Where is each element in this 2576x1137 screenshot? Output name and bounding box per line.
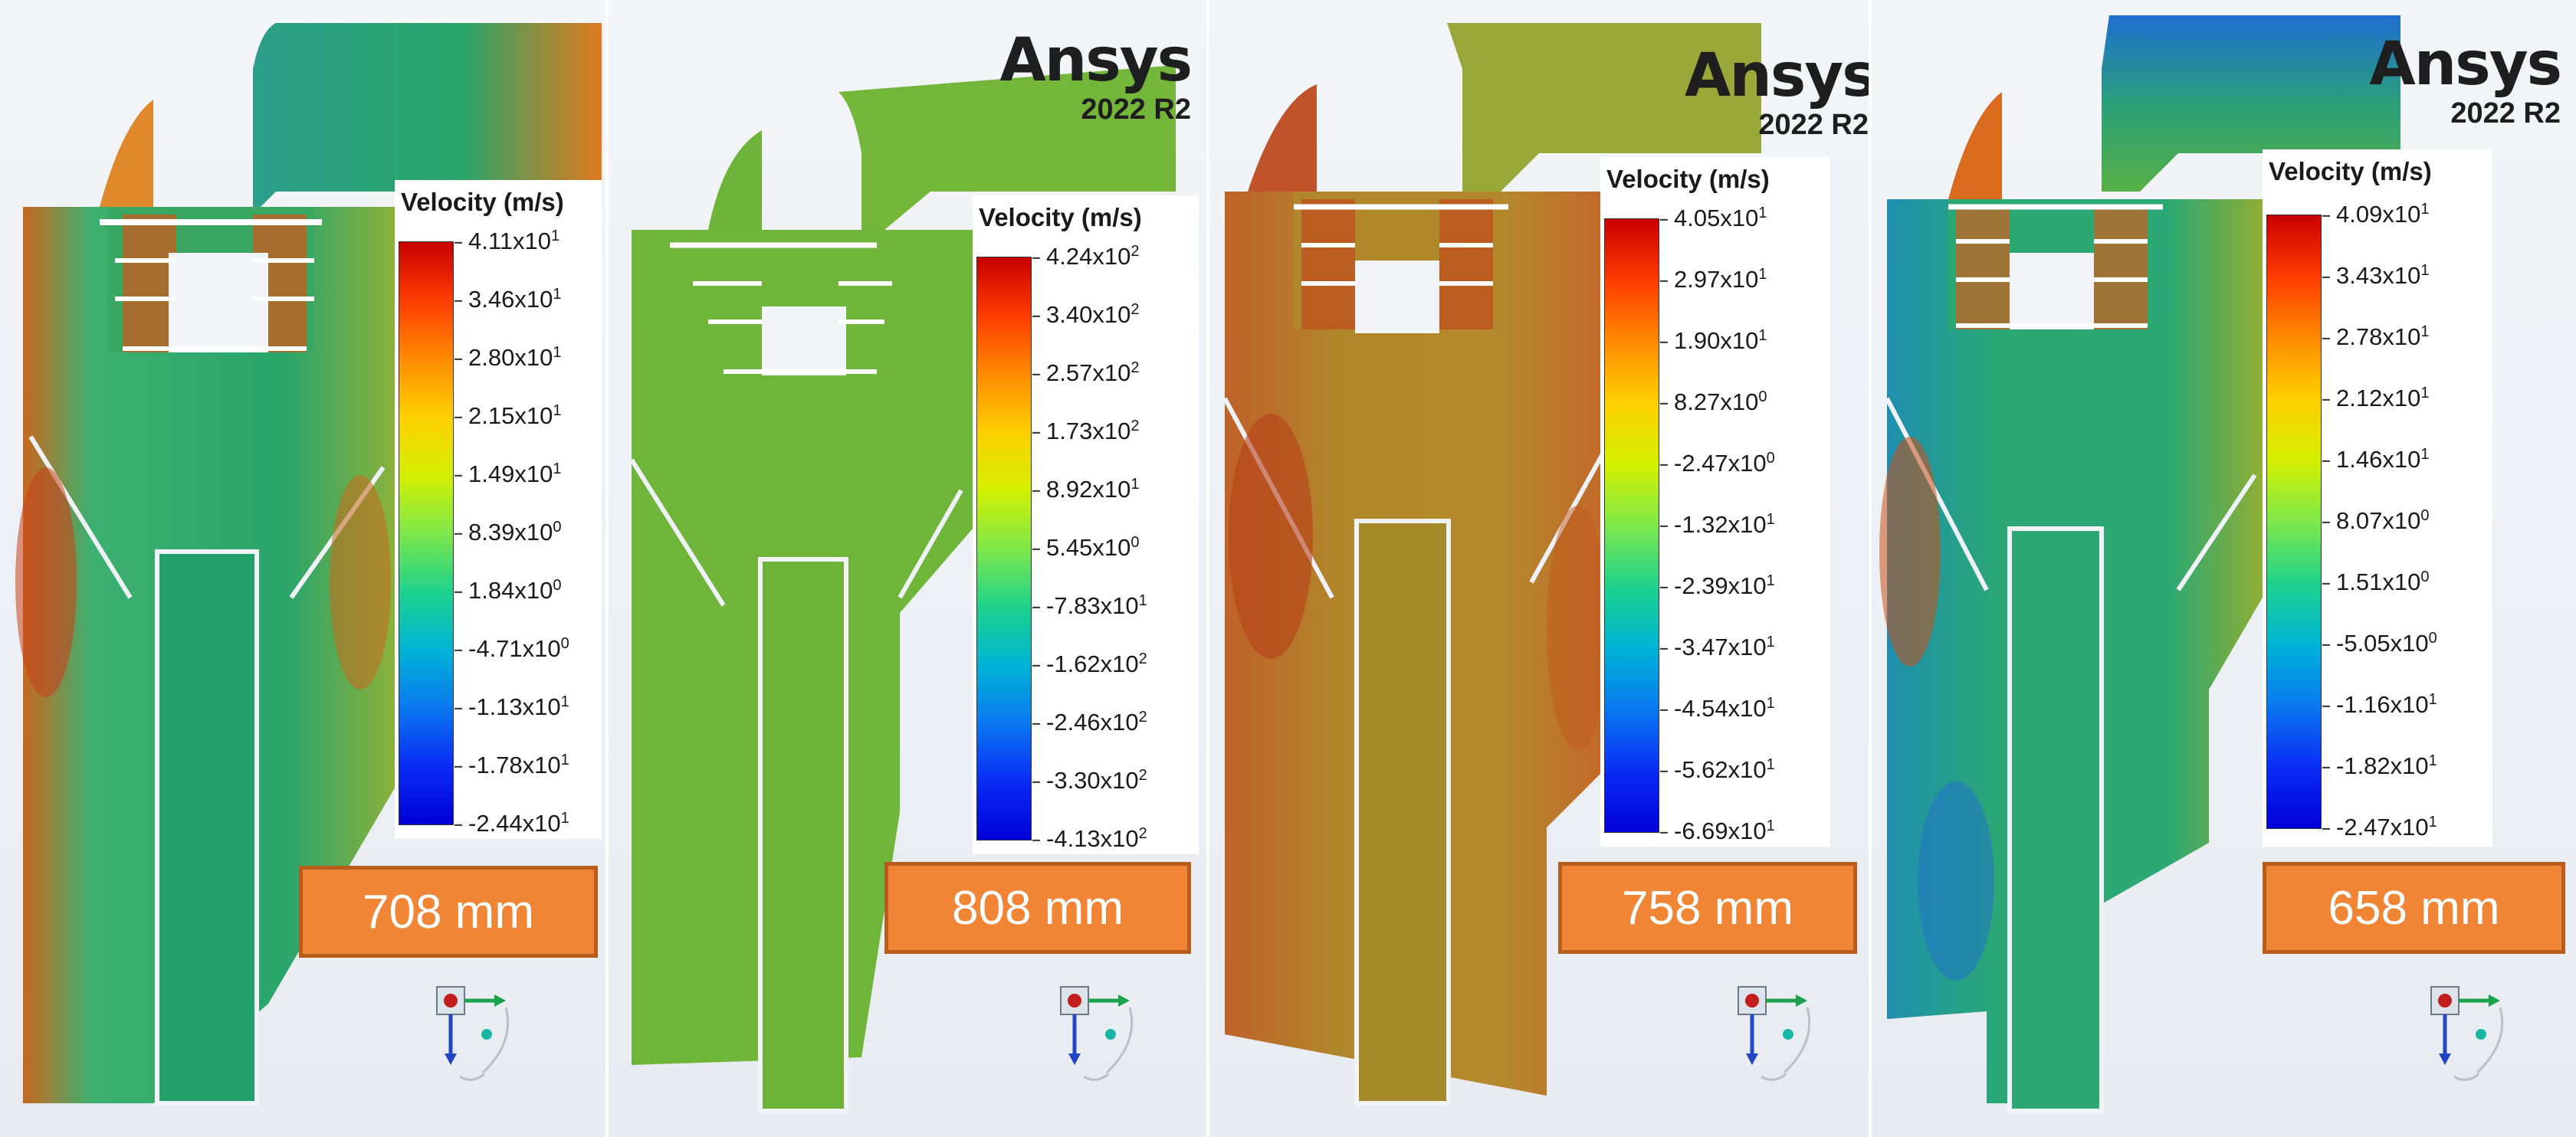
tick-label: 4.11x101 [454,228,560,255]
tick-label: -7.83x101 [1032,592,1147,620]
tick-label: 2.97x101 [1660,266,1767,293]
ansys-logo: Ansys 2022 R2 [2369,30,2562,129]
tick-label: 8.92x101 [1032,476,1139,503]
dimension-label: 658 mm [2263,862,2565,954]
cyclone-velocity-contour [15,23,602,1106]
legend-title: Velocity (m/s) [1606,165,1770,193]
colorbar-ticks: 4.11x101 3.46x101 2.80x101 2.15x101 1.49… [454,228,600,837]
tick-label: -3.47x101 [1660,634,1775,661]
panel-separator [605,0,609,1137]
tick-label: 1.51x100 [2322,568,2429,596]
tick-label: -1.16x101 [2322,691,2437,719]
tick-label: 2.15x101 [454,402,561,430]
tick-label: -1.32x101 [1660,511,1775,539]
tick-label: -2.47x100 [1660,450,1775,477]
tick-label: -3.30x102 [1032,767,1147,795]
cyclone-velocity-contour [1879,15,2400,1113]
ansys-logo: Ansys 2022 R2 [999,26,1193,126]
tick-label: -5.62x101 [1660,756,1775,784]
cyclone-velocity-contour [629,65,1176,1113]
tick-label: 2.57x102 [1032,359,1139,387]
colorbar [1604,218,1659,833]
tick-label: -1.78x101 [454,752,569,779]
tick-label: -4.54x101 [1660,695,1775,723]
panel-separator [1869,0,1872,1137]
tick-label: 1.73x102 [1032,418,1139,445]
tick-label: 3.46x101 [454,286,561,313]
tick-label: 8.39x100 [454,519,561,546]
tick-label: 4.24x102 [1032,243,1139,270]
panel-658: Ansys 2022 R2 Velocity (m/s) 4.09x101 3.… [1872,0,2576,1137]
tick-label: -4.71x100 [454,635,569,663]
tick-label: -2.39x101 [1660,572,1775,600]
cyclone-velocity-contour [1222,23,1761,1106]
dimension-label: 708 mm [299,866,598,958]
ansys-logo: Ansys 2022 R2 [1685,46,1869,139]
legend-title: Velocity (m/s) [401,188,564,216]
tick-label: -5.05x100 [2322,630,2437,657]
tick-label: 4.05x101 [1660,205,1767,232]
colorbar [399,241,454,825]
tick-label: 1.84x100 [454,577,561,605]
colorbar [2266,215,2322,829]
velocity-legend: Velocity (m/s) 4.24x102 3.40x102 2.57x10… [973,195,1199,854]
tick-label: -2.44x101 [454,810,569,837]
velocity-legend: Velocity (m/s) 4.11x101 3.46x101 2.80x10… [395,180,602,839]
tick-label: -2.46x102 [1032,709,1147,736]
dimension-label: 808 mm [884,862,1191,954]
tick-label: 3.40x102 [1032,301,1139,329]
legend-title: Velocity (m/s) [2269,157,2432,185]
tick-label: -2.47x101 [2322,814,2437,841]
coordinate-triad-icon [1060,986,1134,1081]
tick-label: 2.12x101 [2322,385,2429,412]
tick-label: -1.62x102 [1032,650,1147,678]
panel-808: Ansys 2022 R2 Velocity (m/s) 4.24x102 3.… [609,0,1206,1137]
tick-label: 1.90x101 [1660,327,1767,355]
tick-label: -4.13x102 [1032,825,1147,853]
tick-label: -6.69x101 [1660,818,1775,845]
tick-label: 3.43x101 [2322,262,2429,290]
tick-label: 4.09x101 [2322,201,2429,228]
velocity-legend: Velocity (m/s) 4.05x101 2.97x101 1.90x10… [1600,157,1830,847]
panel-708: Velocity (m/s) 4.11x101 3.46x101 2.80x10… [0,0,605,1137]
colorbar [976,257,1032,840]
coordinate-triad-icon [2430,986,2504,1081]
tick-label: 2.80x101 [454,344,561,372]
coordinate-triad-icon [436,986,510,1081]
colorbar-ticks: 4.09x101 3.43x101 2.78x101 2.12x101 1.46… [2322,201,2487,840]
tick-label: -1.13x101 [454,693,569,721]
colorbar-ticks: 4.24x102 3.40x102 2.57x102 1.73x102 8.92… [1032,243,1193,852]
panel-separator [1206,0,1209,1137]
legend-title: Velocity (m/s) [979,203,1142,231]
tick-label: 1.49x101 [454,460,561,488]
colorbar-ticks: 4.05x101 2.97x101 1.90x101 8.27x100 -2.4… [1660,205,1825,844]
tick-label: 1.46x101 [2322,446,2429,473]
tick-label: 8.07x100 [2322,507,2429,535]
tick-label: -1.82x101 [2322,752,2437,780]
tick-label: 2.78x101 [2322,323,2429,351]
tick-label: 5.45x100 [1032,534,1139,562]
dimension-label: 758 mm [1558,862,1857,954]
panel-758: Ansys 2022 R2 Velocity (m/s) 4.05x101 2.… [1209,0,1869,1137]
tick-label: 8.27x100 [1660,388,1767,416]
velocity-legend: Velocity (m/s) 4.09x101 3.43x101 2.78x10… [2263,149,2492,847]
coordinate-triad-icon [1738,986,1811,1081]
